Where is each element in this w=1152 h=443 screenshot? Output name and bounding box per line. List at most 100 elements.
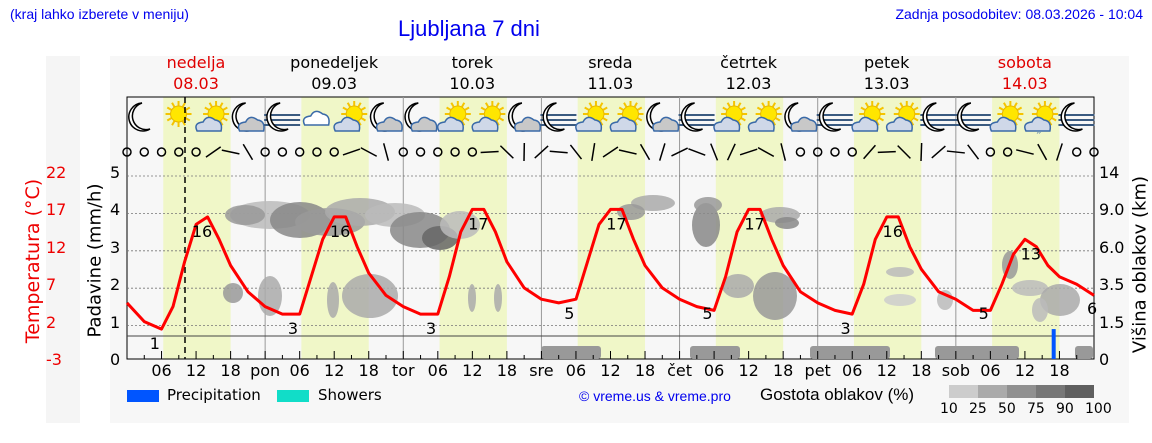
temp-max-label: 13 (1021, 244, 1041, 263)
calm-wind-icon (139, 147, 150, 157)
wind-barb-icon (1037, 143, 1048, 161)
day-header: torek 10.03 (403, 52, 541, 94)
sun-cloud-icon (575, 101, 609, 132)
sun-cloud-icon (609, 101, 644, 132)
temp-tick: 17 (46, 200, 67, 220)
x-axis-label: 18 (1049, 361, 1070, 380)
sun-cloud-icon (713, 101, 748, 132)
calm-wind-icon (467, 147, 478, 157)
wind-barb-icon (726, 143, 736, 161)
moon-cloud-icon (784, 102, 818, 132)
density-swatch (1007, 385, 1036, 398)
moon-fog-icon (264, 102, 301, 132)
temp-tick: 2 (46, 312, 57, 332)
moon-icon (128, 102, 151, 132)
wind-barb-icon (757, 146, 775, 158)
x-axis-label: 06 (980, 361, 1001, 380)
day-name: sreda (588, 53, 633, 72)
cloud-blob (1032, 298, 1048, 322)
copyright-link[interactable]: © vreme.us & vreme.pro (579, 388, 731, 404)
x-axis-label: 06 (703, 361, 725, 380)
cloud-blob (722, 274, 754, 298)
moon-cloud-icon (404, 102, 438, 132)
x-axis-label: 18 (634, 361, 656, 380)
wind-barb-icon (671, 147, 688, 157)
wind-barbs (122, 142, 1099, 162)
day-header: sreda 11.03 (541, 52, 679, 94)
daylight-band (577, 97, 646, 359)
calm-wind-icon (312, 147, 322, 157)
temp-min-label: 6 (1087, 299, 1097, 318)
moon-cloud-icon (507, 102, 542, 132)
day-name: petek (863, 53, 910, 72)
temp-min-label: 3 (288, 319, 298, 338)
calm-wind-icon (795, 147, 806, 157)
x-axis-label: 12 (876, 361, 897, 380)
wind-barb-icon (946, 150, 965, 154)
cloud-blob (884, 294, 916, 306)
wind-barb-icon (780, 143, 787, 161)
precipitation-legend-label: Precipitation (167, 386, 261, 404)
day-header: nedelja 08.03 (127, 52, 265, 94)
daylight-band (992, 97, 1060, 359)
cloud-blob (1012, 280, 1048, 296)
precip-tick: 4 (110, 200, 121, 220)
precipitation-bar (1051, 329, 1056, 359)
cloud-height-tick: 0 (1099, 350, 1110, 369)
wind-barb-icon (897, 145, 911, 159)
wind-barb-icon (480, 150, 499, 154)
wind-barb-icon (658, 143, 666, 161)
wind-barb-icon (739, 148, 758, 156)
x-axis-label: 18 (220, 361, 241, 380)
wind-barb-icon (382, 143, 390, 161)
moon-fog-icon (816, 102, 853, 132)
day-header: ponedeljek 09.03 (265, 52, 403, 94)
x-axis-label: 12 (738, 361, 759, 380)
sun-cloud-icon (851, 101, 886, 132)
cloud-blob (1040, 284, 1080, 316)
daylight-band (163, 97, 231, 359)
x-axis-label: sre (529, 361, 554, 380)
sun-cloud-icon (333, 101, 368, 132)
wind-barb-icon (360, 147, 378, 157)
low-cloud-bar (690, 346, 740, 359)
sun-cloud-icon (195, 101, 230, 132)
calm-wind-icon (985, 147, 996, 157)
low-cloud-bar (810, 346, 890, 359)
x-axis-label: 18 (911, 361, 932, 380)
day-separators (264, 97, 957, 359)
day-header: sobota 14.03 (956, 52, 1094, 94)
temp-axis-panel (46, 56, 80, 423)
temp-min-label: 3 (426, 319, 436, 338)
temp-max-label: 17 (606, 214, 626, 233)
x-axis-label: pon (250, 361, 281, 380)
x-axis-label: 12 (462, 361, 483, 380)
cloud-density-blobs (223, 195, 1093, 359)
low-cloud-bar (1075, 346, 1093, 359)
low-cloud-bar (935, 346, 1019, 359)
moon-cloud-icon (369, 102, 403, 132)
wind-barb-icon (1016, 149, 1034, 155)
cloud-blob (223, 283, 243, 303)
showers-swatch (277, 390, 309, 402)
day-date: 12.03 (725, 74, 772, 93)
wind-barb-icon (569, 144, 583, 160)
day-name: torek (451, 53, 493, 72)
low-cloud-bar (541, 346, 601, 359)
temp-tick: 22 (46, 163, 67, 182)
temp-max-label: 16 (192, 222, 212, 241)
wind-barb-icon (534, 145, 549, 159)
cloud-blob (692, 203, 720, 247)
x-axis-label: 18 (358, 361, 379, 380)
sun-cloud-icon (471, 101, 506, 132)
temp-tick: -3 (46, 350, 62, 369)
sun-icon (165, 101, 192, 127)
wind-barb-icon (920, 142, 923, 162)
calm-wind-icon (191, 147, 201, 157)
cloud-blob (494, 284, 502, 312)
sun-cloud-drizzle-icon: ״ (1024, 101, 1058, 140)
x-axis-label: 06 (427, 361, 448, 380)
calm-wind-icon (450, 147, 460, 157)
x-axis-label: 06 (289, 361, 310, 380)
